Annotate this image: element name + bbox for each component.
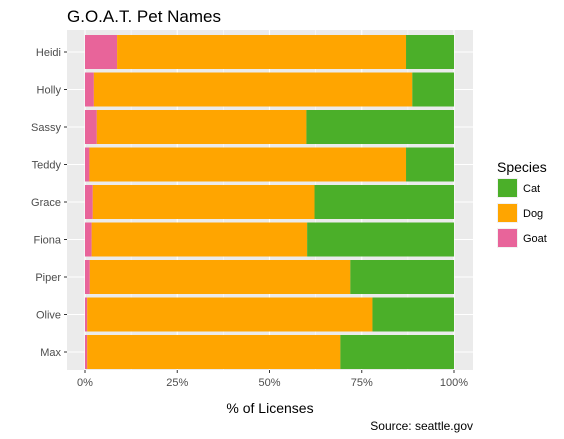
- bars: [85, 35, 454, 369]
- y-tick-label: Piper: [35, 272, 61, 284]
- y-tick-label: Teddy: [32, 160, 62, 172]
- bar-goat-teddy: [85, 147, 90, 182]
- y-tick-label: Max: [40, 347, 61, 359]
- x-tick-label: 0%: [77, 377, 93, 389]
- bar-cat-piper: [350, 260, 454, 294]
- bar-goat-olive: [85, 297, 88, 332]
- y-tick-label: Holly: [37, 85, 62, 97]
- legend-label-cat: Cat: [523, 183, 540, 195]
- x-axis-title: % of Licenses: [226, 400, 313, 416]
- y-tick-label: Fiona: [33, 235, 61, 247]
- bar-cat-fiona: [307, 222, 454, 257]
- x-axis-ticks: 0% 25% 50% 75% 100%: [77, 370, 468, 389]
- y-tick-label: Heidi: [36, 47, 61, 59]
- x-tick-label: 50%: [258, 377, 280, 389]
- y-tick-label: Grace: [31, 197, 61, 209]
- legend: Species Cat Dog Goat: [497, 159, 547, 248]
- x-tick-label: 25%: [166, 377, 188, 389]
- bar-cat-teddy: [406, 147, 454, 182]
- bar-dog-sassy: [96, 110, 307, 144]
- bar-cat-grace: [314, 185, 454, 219]
- bar-dog-teddy: [89, 147, 407, 182]
- legend-swatch-dog: [498, 204, 517, 222]
- bar-dog-holly: [93, 72, 413, 107]
- bar-goat-holly: [85, 72, 94, 107]
- bar-dog-max: [87, 335, 341, 369]
- y-tick-label: Sassy: [31, 122, 61, 134]
- bar-dog-grace: [92, 185, 315, 219]
- y-tick-label: Olive: [36, 310, 61, 322]
- bar-cat-sassy: [306, 110, 454, 144]
- legend-label-dog: Dog: [523, 208, 543, 220]
- bar-goat-fiona: [85, 222, 92, 257]
- bar-goat-sassy: [85, 110, 97, 144]
- bar-goat-heidi: [85, 35, 118, 69]
- legend-title: Species: [497, 159, 547, 175]
- bar-cat-max: [340, 335, 454, 369]
- legend-label-goat: Goat: [523, 233, 547, 245]
- legend-swatch-cat: [498, 179, 517, 197]
- chart-title: G.O.A.T. Pet Names: [67, 7, 221, 26]
- bar-goat-grace: [85, 185, 93, 219]
- bar-dog-fiona: [91, 222, 308, 257]
- bar-dog-piper: [89, 260, 351, 294]
- source-caption: Source: seattle.gov: [370, 419, 473, 433]
- bar-cat-heidi: [406, 35, 454, 69]
- y-axis-ticks: Heidi Holly Sassy Teddy Grace Fiona Piper Olive…: [31, 47, 67, 359]
- bar-dog-heidi: [117, 35, 407, 69]
- bar-goat-piper: [85, 260, 90, 294]
- x-tick-label: 75%: [351, 377, 373, 389]
- bar-goat-max: [85, 335, 88, 369]
- x-tick-label: 100%: [440, 377, 468, 389]
- legend-swatch-goat: [498, 229, 517, 247]
- bar-cat-olive: [372, 297, 454, 332]
- bar-dog-olive: [87, 297, 373, 332]
- bar-cat-holly: [412, 72, 454, 107]
